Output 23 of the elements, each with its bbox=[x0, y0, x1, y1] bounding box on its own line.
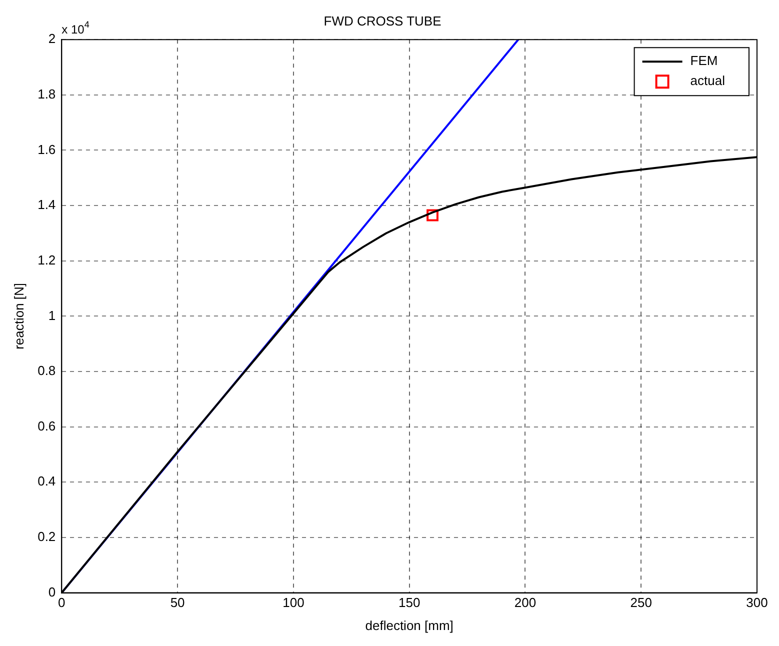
x-tick-label: 300 bbox=[746, 595, 768, 610]
y-tick-label: 1.8 bbox=[38, 86, 56, 102]
y-axis-title: reaction [N] bbox=[11, 282, 26, 350]
x-tick-label: 200 bbox=[514, 595, 536, 610]
y-tick-label: 0.4 bbox=[38, 474, 56, 489]
x-tick-label: 250 bbox=[630, 595, 652, 610]
y-tick-label: 1.6 bbox=[38, 142, 56, 157]
y-tick-label: 0.2 bbox=[38, 529, 56, 544]
legend-label: actual bbox=[690, 73, 726, 88]
y-tick-label: 1.4 bbox=[38, 197, 56, 212]
x-tick-label: 150 bbox=[398, 595, 420, 610]
x-tick-label: 50 bbox=[170, 595, 185, 610]
x-tick-label: 0 bbox=[58, 595, 66, 610]
y-tick-label: 2 bbox=[48, 31, 56, 46]
y-tick-label: 1.2 bbox=[38, 252, 56, 268]
legend-label: FEM bbox=[690, 53, 718, 68]
y-tick-label: 1 bbox=[48, 308, 56, 323]
x-tick-label: 100 bbox=[282, 595, 304, 610]
x-axis-title: deflection [mm] bbox=[365, 618, 454, 633]
chart-title: FWD CROSS TUBE bbox=[324, 13, 442, 28]
y-tick-label: 0.6 bbox=[38, 418, 56, 434]
y-tick-label: 0 bbox=[48, 584, 56, 600]
y-tick-label: 0.8 bbox=[38, 363, 56, 378]
